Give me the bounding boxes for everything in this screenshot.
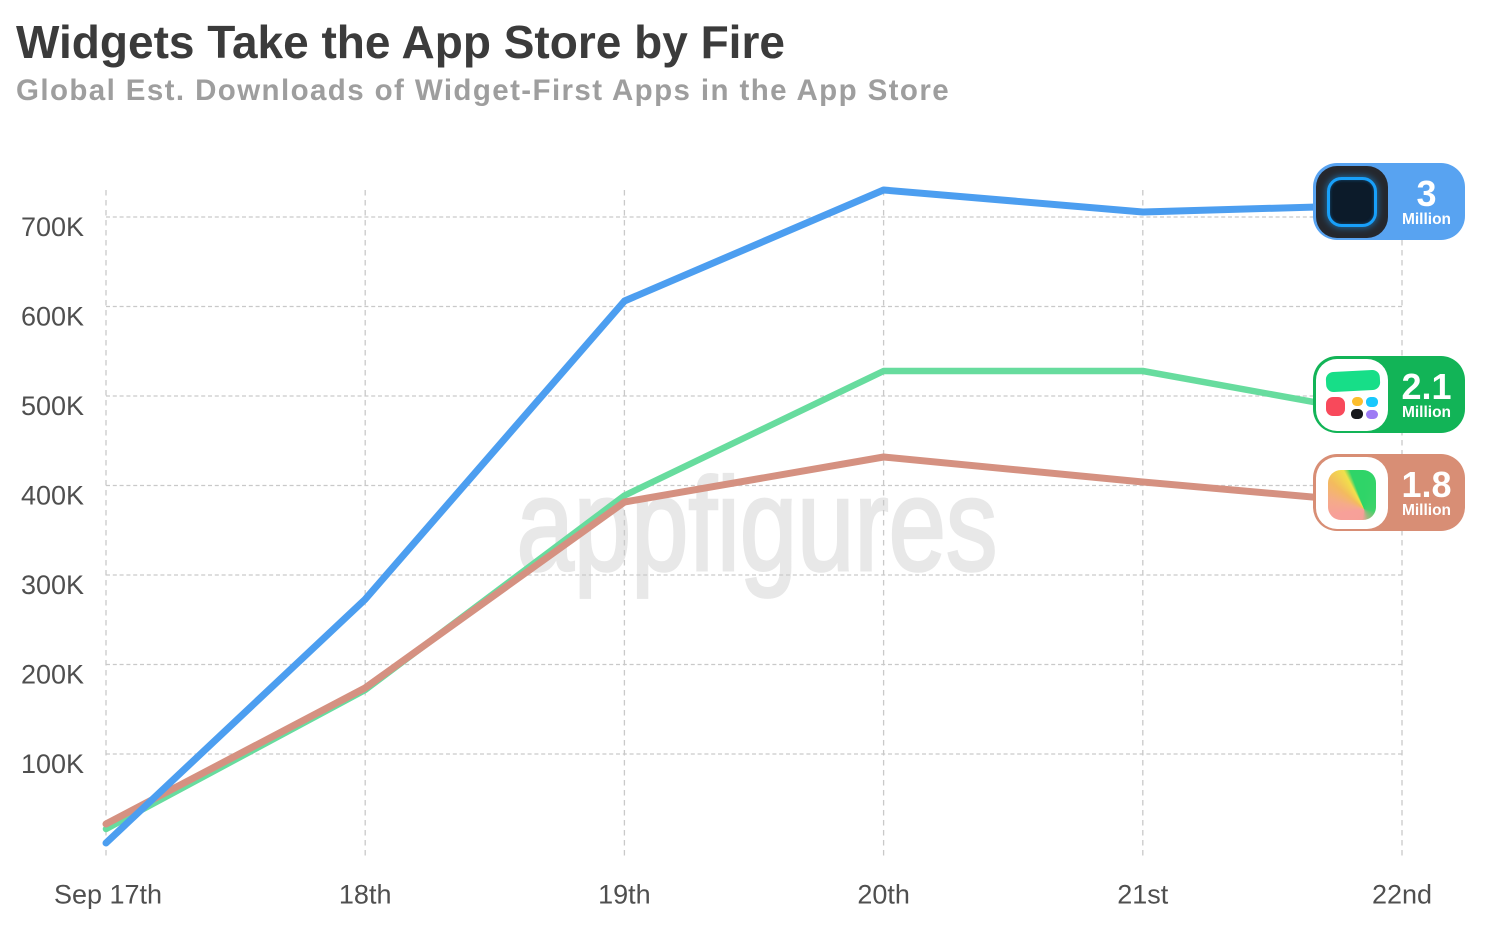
svg-text:18th: 18th (339, 880, 392, 910)
svg-text:700K: 700K (21, 212, 84, 242)
svg-text:100K: 100K (21, 749, 84, 779)
svg-text:21st: 21st (1117, 880, 1169, 910)
svg-text:22nd: 22nd (1372, 880, 1432, 910)
svg-text:400K: 400K (21, 481, 84, 511)
svg-text:19th: 19th (598, 880, 651, 910)
svg-text:500K: 500K (21, 391, 84, 421)
svg-text:20th: 20th (857, 880, 910, 910)
svg-text:600K: 600K (21, 302, 84, 332)
svg-text:200K: 200K (21, 660, 84, 690)
svg-text:Sep 17th: Sep 17th (54, 880, 162, 910)
svg-text:300K: 300K (21, 570, 84, 600)
